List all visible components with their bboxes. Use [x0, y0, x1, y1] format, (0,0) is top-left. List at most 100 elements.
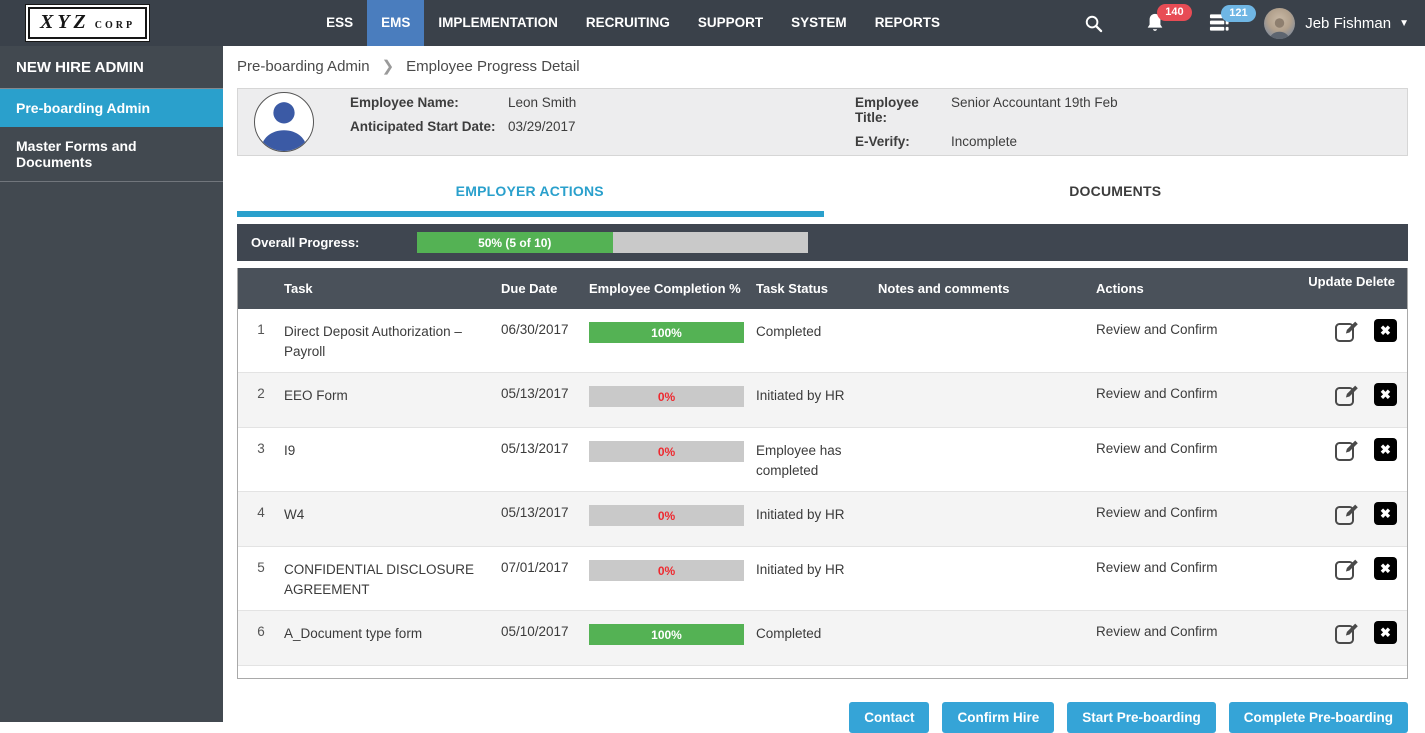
- review-and-confirm-link[interactable]: Review and Confirm: [1096, 560, 1218, 575]
- notes-cell: [878, 386, 1096, 417]
- table-row: 6 A_Document type form 05/10/2017 100% C…: [238, 611, 1407, 666]
- sidebar-title: NEW HIRE ADMIN: [0, 46, 223, 89]
- due-date: 07/01/2017: [501, 560, 569, 575]
- completion-bar-fill: 100%: [589, 624, 744, 645]
- person-icon: [261, 102, 307, 151]
- completion-cell: 0%: [589, 441, 756, 481]
- completion-label: 100%: [651, 325, 682, 340]
- main-content: Pre-boarding Admin ❯ Employee Progress D…: [237, 46, 1408, 733]
- search-icon[interactable]: [1084, 14, 1103, 33]
- completion-label: 0%: [657, 444, 676, 459]
- employee-name-label: Employee Name:: [350, 95, 459, 110]
- review-and-confirm-link[interactable]: Review and Confirm: [1096, 441, 1218, 456]
- breadcrumb-employee-progress-detail: Employee Progress Detail: [406, 57, 580, 75]
- delete-icon[interactable]: ✖: [1374, 557, 1397, 580]
- delete-icon[interactable]: ✖: [1374, 319, 1397, 342]
- tab-employer-actions[interactable]: EMPLOYER ACTIONS: [455, 183, 604, 199]
- review-and-confirm-link[interactable]: Review and Confirm: [1096, 322, 1218, 337]
- header-actions: Actions: [1096, 281, 1144, 296]
- confirm-hire-button[interactable]: Confirm Hire: [942, 702, 1055, 733]
- breadcrumb-preboarding-admin[interactable]: Pre-boarding Admin: [237, 57, 370, 75]
- table-row: 2 EEO Form 05/13/2017 0% Initiated by HR…: [238, 373, 1407, 428]
- due-date: 05/13/2017: [501, 441, 569, 456]
- user-menu[interactable]: Jeb Fishman ▼: [1305, 15, 1409, 32]
- tab-documents[interactable]: DOCUMENTS: [1069, 183, 1162, 199]
- row-number: 6: [257, 624, 265, 639]
- completion-bar: 0%: [589, 441, 744, 462]
- table-row: 4 W4 05/13/2017 0% Initiated by HR Revie…: [238, 492, 1407, 547]
- review-and-confirm-link[interactable]: Review and Confirm: [1096, 624, 1218, 639]
- due-date: 05/10/2017: [501, 624, 569, 639]
- task-name: EEO Form: [284, 388, 348, 403]
- row-number: 1: [257, 322, 265, 337]
- overall-progress-fill: 50% (5 of 10): [417, 232, 613, 253]
- notes-cell: [878, 322, 1096, 362]
- footer-action-buttons: Contact Confirm Hire Start Pre-boarding …: [237, 702, 1408, 733]
- nav-item-support[interactable]: SUPPORT: [697, 15, 764, 30]
- completion-bar: 0%: [589, 386, 744, 407]
- queue-button[interactable]: 121: [1209, 5, 1256, 33]
- completion-bar: 0%: [589, 560, 744, 581]
- due-date: 05/13/2017: [501, 505, 569, 520]
- task-name: I9: [284, 443, 296, 458]
- queue-badge: 121: [1221, 5, 1256, 22]
- review-and-confirm-link[interactable]: Review and Confirm: [1096, 505, 1218, 520]
- contact-button[interactable]: Contact: [849, 702, 930, 733]
- completion-cell: 0%: [589, 560, 756, 600]
- sidebar: NEW HIRE ADMIN Pre-boarding Admin Master…: [0, 46, 223, 722]
- employer-actions-table: Task Due Date Employee Completion % Task…: [237, 268, 1408, 679]
- nav-item-system[interactable]: SYSTEM: [791, 15, 847, 30]
- nav-item-recruiting[interactable]: RECRUITING: [585, 15, 670, 30]
- completion-label: 0%: [657, 389, 676, 404]
- sidebar-item-master-forms[interactable]: Master Forms and Documents: [0, 127, 223, 182]
- user-avatar[interactable]: [1264, 7, 1296, 39]
- nav-item-reports[interactable]: REPORTS: [874, 15, 940, 30]
- start-date-value: 03/29/2017: [508, 119, 576, 134]
- nav-item-ess[interactable]: ESS: [326, 15, 354, 30]
- delete-icon[interactable]: ✖: [1374, 438, 1397, 461]
- row-icon-cell: ✖: [1301, 319, 1407, 362]
- notifications-button[interactable]: 140: [1145, 4, 1192, 34]
- task-name: A_Document type form: [284, 626, 423, 641]
- delete-icon[interactable]: ✖: [1374, 502, 1397, 525]
- completion-cell: 100%: [589, 624, 756, 655]
- header-task: Task: [284, 281, 313, 296]
- completion-label: 100%: [651, 627, 682, 642]
- delete-icon[interactable]: ✖: [1374, 621, 1397, 644]
- row-icon-cell: ✖: [1301, 557, 1407, 600]
- task-status: Employee has completed: [756, 443, 842, 478]
- sidebar-item-preboarding-admin[interactable]: Pre-boarding Admin: [0, 89, 223, 127]
- employee-name-value: Leon Smith: [508, 95, 577, 110]
- everify-label: E-Verify:: [855, 134, 910, 149]
- table-body: 1 Direct Deposit Authorization – Payroll…: [238, 309, 1407, 666]
- chevron-down-icon: ▼: [1399, 17, 1409, 29]
- complete-preboarding-button[interactable]: Complete Pre-boarding: [1228, 702, 1408, 733]
- update-icon[interactable]: [1334, 383, 1360, 409]
- overall-progress-text: 50% (5 of 10): [478, 235, 552, 250]
- notes-cell: [878, 560, 1096, 600]
- update-icon[interactable]: [1334, 319, 1360, 345]
- notes-cell: [878, 505, 1096, 536]
- update-icon[interactable]: [1334, 502, 1360, 528]
- top-navigation-bar: XYZ CORP ESS EMS IMPLEMENTATION RECRUITI…: [0, 0, 1425, 46]
- completion-bar-fill: 100%: [589, 322, 744, 343]
- completion-bar: 100%: [589, 322, 744, 343]
- overall-progress-bar: 50% (5 of 10): [417, 232, 808, 253]
- chevron-right-icon: ❯: [381, 58, 395, 75]
- update-icon[interactable]: [1334, 557, 1360, 583]
- start-preboarding-button[interactable]: Start Pre-boarding: [1067, 702, 1216, 733]
- employee-summary-card: Employee Name: Leon Smith Anticipated St…: [237, 88, 1408, 156]
- company-logo[interactable]: XYZ CORP: [25, 4, 151, 42]
- company-logo-frame: XYZ CORP: [28, 7, 148, 39]
- due-date: 05/13/2017: [501, 386, 569, 401]
- update-icon[interactable]: [1334, 621, 1360, 647]
- review-and-confirm-link[interactable]: Review and Confirm: [1096, 386, 1218, 401]
- completion-bar: 0%: [589, 505, 744, 526]
- header-due-date: Due Date: [501, 281, 558, 296]
- nav-item-implementation[interactable]: IMPLEMENTATION: [438, 15, 558, 30]
- table-row: 1 Direct Deposit Authorization – Payroll…: [238, 309, 1407, 373]
- update-icon[interactable]: [1334, 438, 1360, 464]
- delete-icon[interactable]: ✖: [1374, 383, 1397, 406]
- nav-item-ems[interactable]: EMS: [367, 0, 425, 46]
- row-number: 2: [257, 386, 265, 401]
